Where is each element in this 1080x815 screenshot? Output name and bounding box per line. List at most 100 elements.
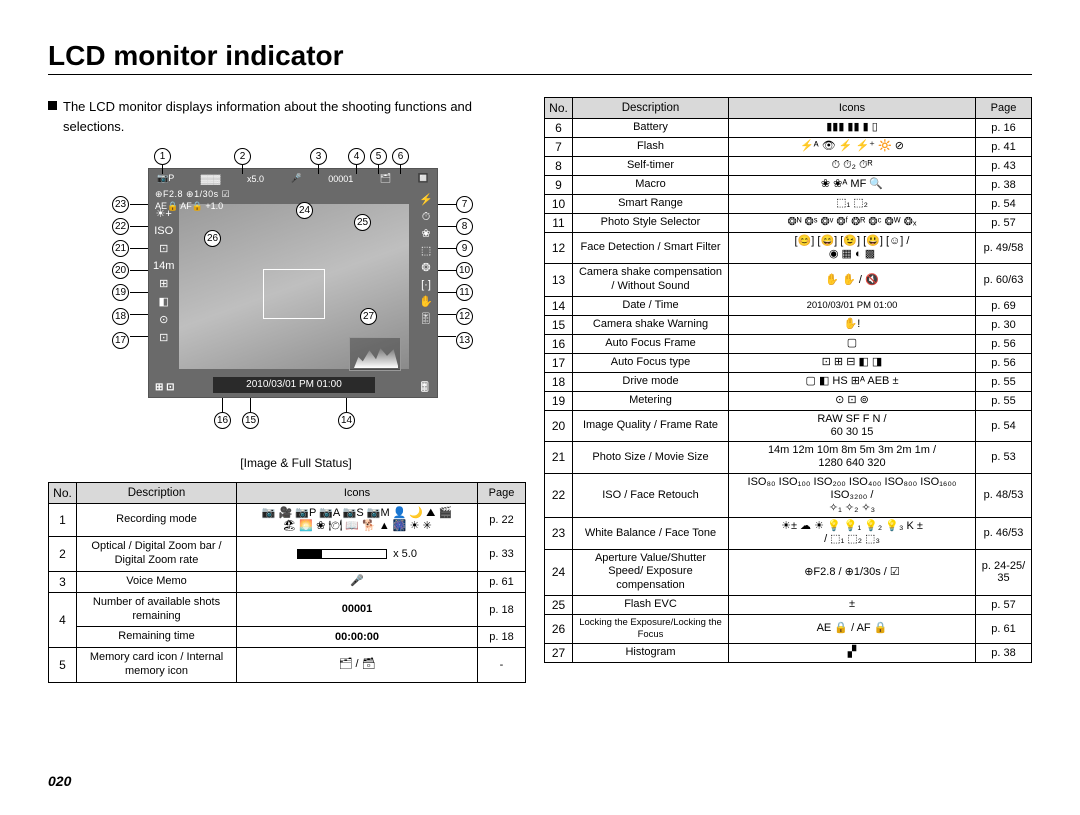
callout-9: 9 (456, 240, 473, 257)
table-row: 14Date / Time2010/03/01 PM 01:00p. 69 (545, 296, 1032, 315)
table-1: No.DescriptionIconsPage1Recording mode📷 … (48, 482, 526, 683)
table-header: Page (478, 483, 526, 504)
leader-line (162, 165, 163, 174)
leader-line (130, 226, 148, 227)
callout-22: 22 (112, 218, 129, 235)
leader-line (356, 165, 357, 174)
callout-1: 1 (154, 148, 171, 165)
lcd-left-column: ☀+ISO⊡14m⊞◧⊙⊡ (153, 207, 174, 344)
focus-rectangle-icon (263, 269, 325, 319)
callout-7: 7 (456, 196, 473, 213)
two-column-layout: The LCD monitor displays information abo… (48, 97, 1032, 683)
diagram-caption: [Image & Full Status] (66, 456, 526, 470)
callout-14: 14 (338, 412, 355, 429)
table-row: 16Auto Focus Frame▢p. 56 (545, 334, 1032, 353)
table-row: 22ISO / Face RetouchISO₈₀ ISO₁₀₀ ISO₂₀₀ … (545, 473, 1032, 518)
leader-line (378, 165, 379, 174)
table-row: 25Flash EVC±p. 57 (545, 595, 1032, 614)
lcd-bottom-left: ⊞ ⊡ (155, 382, 175, 393)
leader-line (438, 292, 456, 293)
table-header: No. (49, 483, 77, 504)
lcd-screen: 📷P▓▓▓x5.0🎤00001🗂🔲 ⊕F2.8 ⊕1/30s ☑ AE🔒 AF🔒… (148, 168, 438, 398)
table-row: 18Drive mode▢ ◧ HS ⊞ᴬ AEB ±p. 55 (545, 372, 1032, 391)
callout-26: 26 (204, 230, 221, 247)
table-row: 1Recording mode📷 🎥 📷P 📷A 📷S 📷M 👤 🌙 ⛰ 🎬🏖 … (49, 504, 526, 537)
callout-23: 23 (112, 196, 129, 213)
leader-line (438, 270, 456, 271)
table-row: 15Camera shake Warning✋!p. 30 (545, 315, 1032, 334)
table-header: Description (573, 98, 729, 119)
table-row: 26Locking the Exposure/Locking the Focus… (545, 614, 1032, 643)
callout-15: 15 (242, 412, 259, 429)
table-row: 23White Balance / Face Tone☀± ☁ ☀ 💡 💡₁ 💡… (545, 518, 1032, 549)
callout-24: 24 (296, 202, 313, 219)
leader-line (130, 248, 148, 249)
callout-27: 27 (360, 308, 377, 325)
table-row: 4Number of available shots remaining0000… (49, 592, 526, 627)
lcd-right-column: ⚡⏱❀⬚❂[·]✋🎚 (419, 195, 433, 325)
leader-line (346, 398, 347, 412)
bullet-square-icon (48, 101, 57, 110)
callout-17: 17 (112, 332, 129, 349)
table-row: 20Image Quality / Frame RateRAW SF F N /… (545, 410, 1032, 441)
callout-10: 10 (456, 262, 473, 279)
table-row: 10Smart Range⬚₁ ⬚₂p. 54 (545, 195, 1032, 214)
lcd-bottom-row: ⊞ ⊡ 🎚 (155, 382, 431, 393)
callout-20: 20 (112, 262, 129, 279)
intro-paragraph: The LCD monitor displays information abo… (48, 97, 526, 136)
table-header: Icons (237, 483, 478, 504)
leader-line (438, 226, 456, 227)
table-header: Page (976, 98, 1032, 119)
leader-line (242, 165, 243, 174)
callout-2: 2 (234, 148, 251, 165)
page-number: 020 (48, 773, 71, 789)
callout-16: 16 (214, 412, 231, 429)
right-column: No.DescriptionIconsPage6Battery▮▮▮ ▮▮ ▮ … (544, 97, 1032, 683)
leader-line (222, 398, 223, 412)
leader-line (130, 314, 148, 315)
callout-13: 13 (456, 332, 473, 349)
callout-25: 25 (354, 214, 371, 231)
callout-18: 18 (112, 308, 129, 325)
table-row: 19Metering⊙ ⊡ ⊚p. 55 (545, 391, 1032, 410)
leader-line (250, 398, 251, 412)
table-row: 3Voice Memo🎤p. 61 (49, 571, 526, 592)
title-divider (48, 74, 1032, 75)
leader-line (438, 336, 456, 337)
lcd-aperture-row: ⊕F2.8 ⊕1/30s ☑ (155, 189, 230, 200)
histogram-icon (349, 337, 401, 371)
table-row: 27Histogram▞p. 38 (545, 643, 1032, 662)
table-row: 13Camera shake compensation / Without So… (545, 264, 1032, 297)
lcd-top-row: 📷P▓▓▓x5.0🎤00001🗂🔲 (155, 173, 431, 184)
table-header: No. (545, 98, 573, 119)
table-2: No.DescriptionIconsPage6Battery▮▮▮ ▮▮ ▮ … (544, 97, 1032, 663)
leader-line (130, 292, 148, 293)
callout-6: 6 (392, 148, 409, 165)
table-row: 7Flash⚡ᴬ 👁 ⚡ ⚡⁺ 🔆 ⊘p. 41 (545, 138, 1032, 157)
table-row: 8Self-timer⏱ ⏱₂ ⏱ᴿp. 43 (545, 157, 1032, 176)
left-column: The LCD monitor displays information abo… (48, 97, 526, 683)
callout-11: 11 (456, 284, 473, 301)
table-row: 2Optical / Digital Zoom bar / Digital Zo… (49, 537, 526, 572)
leader-line (318, 165, 319, 174)
table-header: Icons (729, 98, 976, 119)
leader-line (130, 204, 148, 205)
callout-3: 3 (310, 148, 327, 165)
table-row: 12Face Detection / Smart Filter[😊] [😄] [… (545, 233, 1032, 264)
leader-line (130, 270, 148, 271)
intro-text: The LCD monitor displays information abo… (63, 97, 526, 136)
table-row: 17Auto Focus type⊡ ⊞ ⊟ ◧ ◨p. 56 (545, 353, 1032, 372)
lcd-diagram: 📷P▓▓▓x5.0🎤00001🗂🔲 ⊕F2.8 ⊕1/30s ☑ AE🔒 AF🔒… (48, 150, 526, 450)
callout-8: 8 (456, 218, 473, 235)
leader-line (400, 165, 401, 174)
table-row: 5Memory card icon / Internal memory icon… (49, 648, 526, 683)
leader-line (438, 204, 456, 205)
page-title: LCD monitor indicator (48, 40, 1032, 72)
table-header: Description (77, 483, 237, 504)
table-row: 24Aperture Value/Shutter Speed/ Exposure… (545, 549, 1032, 595)
leader-line (130, 336, 148, 337)
table-row: 21Photo Size / Movie Size14m 12m 10m 8m … (545, 442, 1032, 473)
callout-4: 4 (348, 148, 365, 165)
callout-12: 12 (456, 308, 473, 325)
table-row: Remaining time00:00:00p. 18 (49, 627, 526, 648)
